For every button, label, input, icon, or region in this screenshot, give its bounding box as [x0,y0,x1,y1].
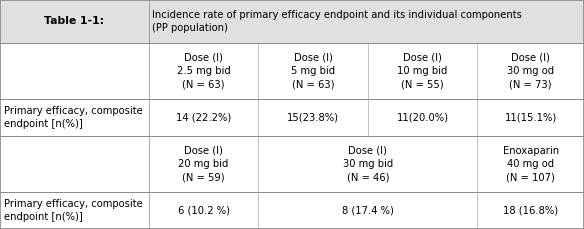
Bar [258,43,368,99]
Text: Dose (I)
10 mg bid
(N = 55): Dose (I) 10 mg bid (N = 55) [398,53,448,89]
Bar [368,43,478,99]
Bar [478,99,584,136]
Bar [478,136,584,192]
Bar [149,136,258,192]
Text: Dose (I)
30 mg bid
(N = 46): Dose (I) 30 mg bid (N = 46) [343,146,393,182]
Bar [478,43,584,99]
Bar [258,136,478,192]
Text: Dose (I)
30 mg od
(N = 73): Dose (I) 30 mg od (N = 73) [507,53,554,89]
Bar [258,99,368,136]
Bar [0,0,149,43]
Bar [0,136,149,192]
Bar [149,99,258,136]
Text: 14 (22.2%): 14 (22.2%) [176,113,231,123]
Bar [149,0,584,43]
Bar [258,192,478,229]
Text: 11(15.1%): 11(15.1%) [505,113,557,123]
Text: 6 (10.2 %): 6 (10.2 %) [178,206,230,216]
Text: 11(20.0%): 11(20.0%) [397,113,449,123]
Text: Enoxaparin
40 mg od
(N = 107): Enoxaparin 40 mg od (N = 107) [503,146,559,182]
Text: Primary efficacy, composite
endpoint [n(%)]: Primary efficacy, composite endpoint [n(… [4,199,142,222]
Text: Dose (I)
5 mg bid
(N = 63): Dose (I) 5 mg bid (N = 63) [291,53,335,89]
Text: Primary efficacy, composite
endpoint [n(%)]: Primary efficacy, composite endpoint [n(… [4,106,142,129]
Bar [0,192,149,229]
Text: Dose (I)
2.5 mg bid
(N = 63): Dose (I) 2.5 mg bid (N = 63) [177,53,231,89]
Bar [0,43,149,99]
Text: Incidence rate of primary efficacy endpoint and its individual components
(PP po: Incidence rate of primary efficacy endpo… [152,10,522,33]
Text: Table 1-1:: Table 1-1: [44,16,105,26]
Text: 8 (17.4 %): 8 (17.4 %) [342,206,394,216]
Bar [0,99,149,136]
Text: Dose (I)
20 mg bid
(N = 59): Dose (I) 20 mg bid (N = 59) [179,146,229,182]
Bar [478,192,584,229]
Bar [149,43,258,99]
Bar [149,192,258,229]
Bar [368,99,478,136]
Text: 18 (16.8%): 18 (16.8%) [503,206,558,216]
Text: 15(23.8%): 15(23.8%) [287,113,339,123]
